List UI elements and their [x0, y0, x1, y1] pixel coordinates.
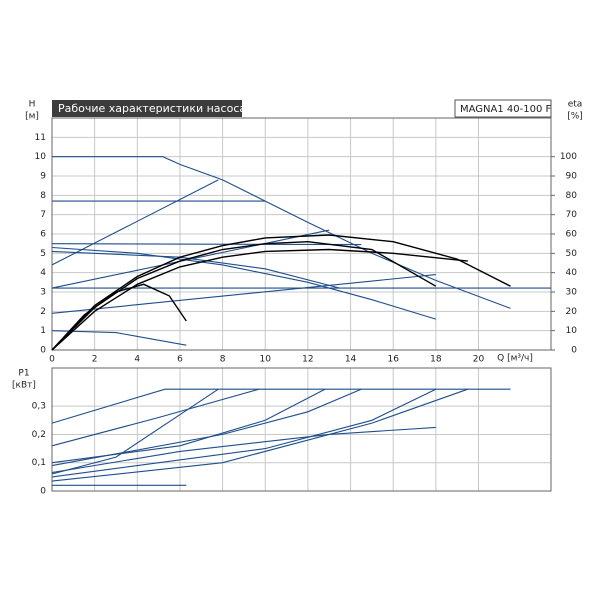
y-tick-label: 4	[40, 268, 46, 278]
curve	[51, 388, 437, 478]
y-label: H	[29, 100, 36, 110]
curve	[51, 426, 436, 474]
curve	[51, 243, 362, 246]
curve	[52, 156, 511, 309]
x-tick-label: 14	[345, 355, 357, 365]
curve	[51, 388, 219, 475]
y2-tick-label: 10	[566, 326, 578, 336]
y2-tick-label: 60	[566, 230, 578, 240]
y-tick-label: 0,1	[32, 458, 46, 468]
y-tick-label: 0	[40, 487, 46, 497]
p1-label: P1	[18, 369, 29, 379]
x-tick-label: 6	[177, 355, 183, 365]
y-tick-label: 0,2	[32, 430, 46, 440]
x-tick-label: 0	[49, 355, 55, 365]
model-box	[454, 99, 552, 118]
y2-label: eta	[568, 100, 583, 110]
efficiency-curve	[51, 234, 511, 351]
curve	[51, 330, 187, 346]
chart-title: Рабочие характеристики насоса	[58, 102, 246, 115]
curve	[51, 179, 219, 266]
y2-unit: [%]	[567, 112, 583, 122]
efficiency-curve	[51, 283, 187, 351]
y-tick-label: 5	[40, 249, 46, 259]
curve	[51, 246, 436, 320]
x-tick-label: 4	[134, 355, 140, 365]
x-tick-label: 20	[473, 355, 485, 365]
y2-tick-label: 0	[571, 346, 577, 356]
y2-tick-label: 80	[566, 191, 578, 201]
y2-tick-label: 20	[566, 307, 578, 317]
p1-unit: [кВт]	[12, 381, 36, 391]
y-tick-label: 11	[35, 133, 46, 143]
y-unit: [м]	[25, 112, 39, 122]
curve	[51, 388, 468, 482]
x-tick-label: 18	[430, 355, 442, 365]
y2-tick-label: 90	[566, 172, 578, 182]
y-tick-label: 7	[40, 210, 46, 220]
y2-tick-label: 70	[566, 210, 578, 220]
x-tick-label: 10	[260, 355, 272, 365]
curve	[51, 274, 436, 314]
y-tick-label: 0	[40, 346, 46, 356]
y2-tick-label: 50	[566, 249, 578, 259]
x-tick-label: 16	[387, 355, 399, 365]
y-tick-label: 9	[40, 172, 46, 182]
y-tick-label: 0,3	[32, 402, 46, 412]
title-box	[52, 100, 242, 117]
x-tick-label: 8	[220, 355, 226, 365]
y-tick-label: 2	[40, 307, 46, 317]
y2-tick-label: 30	[566, 288, 578, 298]
y-tick-label: 8	[40, 191, 46, 201]
efficiency-curve	[51, 248, 468, 351]
x-label: Q [м³/ч]	[497, 354, 533, 364]
plot-frame	[51, 367, 552, 492]
curve	[51, 388, 362, 467]
y2-tick-label: 100	[560, 152, 577, 162]
model-label: MAGNA1 40-100 F	[460, 104, 552, 115]
curve	[51, 388, 260, 447]
y2-tick-label: 40	[566, 268, 578, 278]
curve	[51, 250, 341, 289]
x-tick-label: 12	[302, 355, 313, 365]
y-tick-label: 10	[35, 152, 47, 162]
curve	[51, 388, 326, 464]
x-tick-label: 2	[92, 355, 98, 365]
y-tick-label: 3	[40, 288, 46, 298]
y-tick-label: 6	[40, 230, 46, 240]
y-tick-label: 1	[40, 326, 46, 336]
curve	[51, 388, 511, 424]
